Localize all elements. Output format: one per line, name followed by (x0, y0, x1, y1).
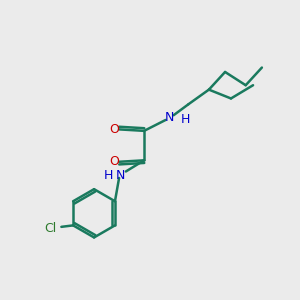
Text: O: O (109, 155, 119, 168)
Text: N: N (164, 111, 174, 124)
Text: H: H (181, 113, 190, 127)
Text: H: H (103, 169, 113, 182)
Text: O: O (109, 123, 119, 136)
Text: N: N (115, 169, 125, 182)
Text: Cl: Cl (45, 222, 57, 235)
